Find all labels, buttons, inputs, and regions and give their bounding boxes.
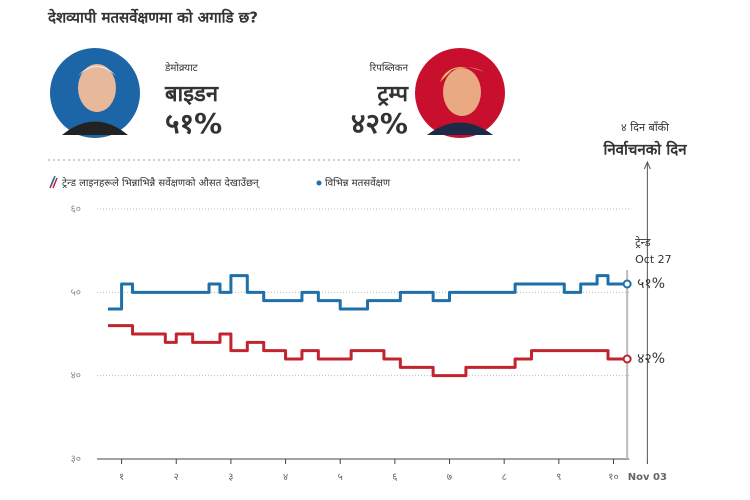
biden-portrait xyxy=(50,48,140,138)
candidate-name: ट्रम्प xyxy=(376,82,409,107)
y-tick-label: ४० xyxy=(71,371,81,382)
x-tick-label: ६ xyxy=(392,472,397,483)
x-tick-label: ९ xyxy=(556,472,561,483)
title: देशव्यापी मतसर्वेक्षणमा को अगाडि छ? xyxy=(47,9,258,27)
x-tick-label: ३ xyxy=(228,472,233,483)
candidate-share: ४२% xyxy=(351,107,408,140)
trend-line xyxy=(107,274,628,311)
trump-portrait xyxy=(415,48,505,138)
end-marker xyxy=(622,279,632,289)
x-tick-label: ५ xyxy=(338,472,343,483)
candidate-name: बाइडन xyxy=(164,82,219,107)
x-tick-label: २ xyxy=(174,472,179,483)
x-tick-label: १ xyxy=(119,472,124,483)
annotation: ट्रेन्ड xyxy=(635,236,650,249)
y-tick-label: ५० xyxy=(71,287,81,298)
x-tick-label: ४ xyxy=(283,472,288,483)
x-tick-label: १० xyxy=(608,472,618,483)
y-tick-label: ६० xyxy=(71,204,81,215)
party-label: डेमोक्र्याट xyxy=(164,62,199,74)
end-label: ५१% xyxy=(637,276,665,292)
x-tick-label: ७ xyxy=(447,472,452,483)
legend: ट्रेन्ड लाइनहरूले भिन्नाभिन्नै सर्वेक्षण… xyxy=(49,175,391,189)
x-tick-label: ८ xyxy=(502,472,507,483)
candidate-share: ५१% xyxy=(165,107,222,140)
annotation: निर्वाचनको दिन xyxy=(602,141,687,159)
trend-line xyxy=(107,324,628,378)
end-label: ४२% xyxy=(637,351,665,367)
x-tick-label: Nov 03 xyxy=(628,472,667,483)
annotation: ४ दिन बाँकी xyxy=(621,121,669,134)
arrow-head xyxy=(643,160,651,170)
end-marker xyxy=(622,354,632,364)
y-tick-label: ३० xyxy=(71,454,81,465)
party-label: रिपब्लिकन xyxy=(370,62,409,74)
annotation: Oct 27 xyxy=(635,253,672,266)
legend-text: ट्रेन्ड लाइनहरूले भिन्नाभिन्नै सर्वेक्षण… xyxy=(62,177,261,189)
legend-text: विभिन्न मतसर्वेक्षण xyxy=(325,177,391,189)
